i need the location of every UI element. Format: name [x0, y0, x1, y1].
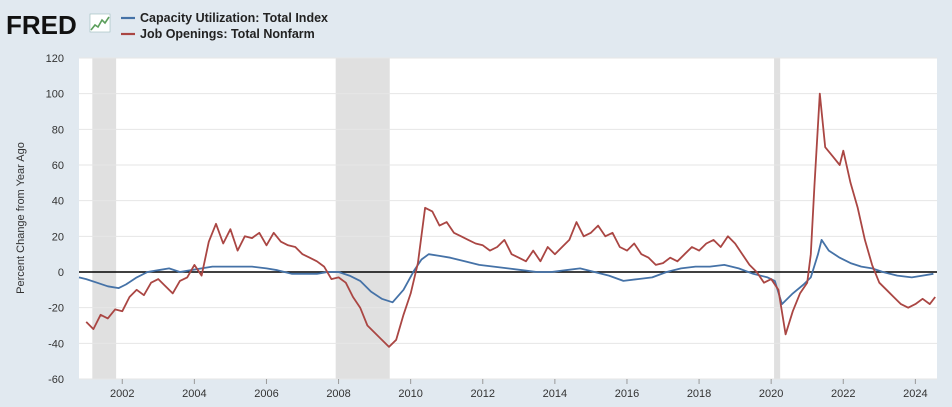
recession-bands [92, 58, 781, 379]
y-tick-label: -60 [48, 374, 64, 386]
y-tick-label: 20 [52, 231, 64, 243]
series-line-1 [85, 92, 936, 348]
chart-legend: Capacity Utilization: Total Index Job Ope… [121, 11, 328, 41]
x-tick-label: 2012 [471, 388, 495, 400]
y-tick-label: 80 [52, 124, 64, 136]
y-tick-label: -40 [48, 338, 64, 350]
legend-label-1: Job Openings: Total Nonfarm [140, 27, 315, 41]
x-tick-label: 2008 [326, 388, 350, 400]
recession-band-2 [774, 58, 781, 379]
x-tick-label: 2016 [615, 388, 639, 400]
x-tick-label: 2004 [182, 388, 206, 400]
fred-logo-text: FRED [6, 10, 77, 40]
x-tick-label: 2018 [687, 388, 711, 400]
fred-logo-chart-icon [89, 13, 111, 33]
y-tick-label: 100 [46, 89, 64, 101]
x-tick-label: 2024 [903, 388, 927, 400]
y-tick-label: 0 [58, 267, 64, 279]
x-tick-label: 2002 [110, 388, 134, 400]
x-tick-label: 2022 [831, 388, 855, 400]
recession-band-1 [335, 58, 390, 379]
series-lines [78, 92, 936, 348]
x-axis-ticks: 2002 2004 2006 2008 2010 2012 2014 2016 2018 2020… [110, 379, 928, 400]
legend-label-0: Capacity Utilization: Total Index [140, 11, 328, 25]
x-tick-label: 2020 [759, 388, 783, 400]
y-tick-label: 60 [52, 160, 64, 172]
x-tick-label: 2014 [543, 388, 567, 400]
y-tick-label: 120 [46, 53, 64, 65]
x-tick-label: 2010 [398, 388, 422, 400]
y-tick-label: 40 [52, 196, 64, 208]
plot-area [79, 58, 937, 379]
y-tick-label: -20 [48, 303, 64, 315]
y-axis-label: Percent Change from Year Ago [15, 142, 27, 294]
y-axis-ticks: -60 -40 -20 0 20 40 60 80 100 120 [46, 53, 64, 386]
fred-logo[interactable]: FRED [6, 10, 111, 40]
recession-band-0 [92, 58, 117, 379]
x-tick-label: 2006 [254, 388, 278, 400]
